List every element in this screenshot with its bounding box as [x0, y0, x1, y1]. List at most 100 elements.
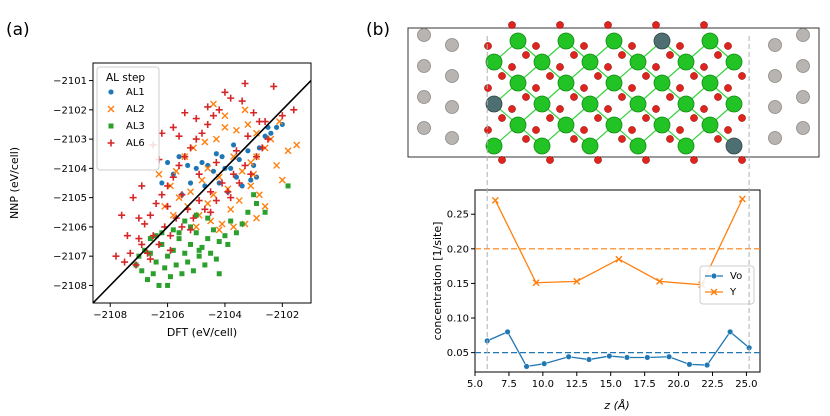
oxygen-atom	[570, 135, 578, 143]
x-tick-label: 15.0	[600, 379, 622, 390]
oxygen-atom	[618, 93, 626, 101]
scatter-point-al6	[169, 173, 177, 181]
scatter-point-al2	[247, 182, 255, 190]
oxygen-atom	[618, 51, 626, 59]
zirconium-atom	[629, 137, 647, 155]
oxygen-atom	[666, 51, 674, 59]
y-tick-label: −2107	[53, 252, 87, 263]
scatter-point-al3	[193, 230, 199, 236]
scatter-point-al3	[202, 262, 208, 268]
scatter-point-al6	[175, 132, 183, 140]
scatter-point-al1	[227, 165, 234, 172]
slab-atom	[768, 69, 782, 83]
scatter-point-al1	[236, 156, 243, 163]
zirconium-atom	[677, 53, 695, 71]
oxygen-atom	[628, 84, 636, 92]
scatter-point-al1	[213, 150, 220, 157]
slab-atom	[445, 69, 459, 83]
scatter-point-al6	[123, 232, 131, 240]
scatter-point-al6	[155, 240, 163, 248]
y-tick-label: −2102	[53, 105, 87, 116]
scatter-point-al6	[132, 261, 140, 269]
scatter-point-al1	[233, 174, 240, 181]
oxygen-atom	[700, 63, 708, 71]
scatter-point-al2	[212, 135, 220, 143]
oxygen-atom	[522, 135, 530, 143]
scatter-point-al6	[241, 79, 249, 87]
oxygen-atom	[628, 126, 636, 134]
scatter-point-al6	[195, 197, 203, 205]
data-point-vo	[623, 354, 631, 361]
slab-atom	[796, 59, 810, 73]
scatter-point-al6	[129, 194, 137, 202]
scatter-point-al1	[158, 179, 165, 187]
zirconium-atom	[581, 137, 599, 155]
scatter-point-al6	[270, 82, 278, 90]
scatter-point-al1	[247, 177, 254, 184]
scatter-point-al6	[244, 132, 252, 140]
scatter-point-al3	[251, 192, 257, 198]
oxygen-atom	[724, 84, 732, 92]
scatter-point-al6	[258, 144, 266, 152]
conc-x-label: z (Å)	[603, 399, 629, 412]
scatter-point-al2	[209, 191, 217, 199]
oxygen-atom	[484, 42, 492, 50]
scatter-point-al2	[215, 226, 223, 234]
scatter-point-al6	[181, 153, 189, 161]
scatter-point-al6	[278, 112, 286, 120]
oxygen-atom	[676, 42, 684, 50]
x-tick-label: 7.5	[501, 379, 517, 390]
scatter-point-al3	[150, 271, 156, 277]
scatter-chart: −2108 −2106 −2104 −2102 −2108−2107−2106−210…	[8, 62, 312, 339]
scatter-point-al3	[199, 244, 205, 250]
zirconium-atom	[485, 137, 503, 155]
oxygen-atom	[594, 156, 602, 164]
y-tick-label: 0.05	[447, 348, 469, 359]
oxygen-atom	[604, 21, 612, 29]
data-point-vo	[666, 353, 673, 360]
oxygen-atom	[666, 93, 674, 101]
legend-items: AL1 AL2 AL3 AL6	[107, 87, 145, 149]
y-tick-label: −2101	[53, 76, 87, 87]
legend-label: Y	[729, 287, 737, 298]
data-point-vo	[585, 356, 593, 363]
data-point-vo	[606, 353, 613, 360]
scatter-point-al3	[262, 209, 268, 215]
oxygen-atom	[580, 126, 588, 134]
scatter-point-al1	[273, 124, 280, 131]
zirconium-atom	[605, 74, 623, 92]
legend-marker-al1	[107, 88, 115, 96]
scatter-point-al6	[230, 170, 238, 178]
data-point-vo	[686, 361, 693, 368]
x-tick-label: 5.0	[467, 379, 483, 390]
yttrium-atom	[725, 137, 743, 155]
scatter-point-al6	[178, 223, 186, 231]
scatter-point-al6	[238, 97, 246, 105]
scatter-point-al6	[192, 135, 200, 143]
scatter-point-al2	[198, 176, 206, 184]
scatter-point-al2	[235, 197, 243, 205]
scatter-point-al2	[275, 118, 283, 126]
zirconium-atom	[629, 95, 647, 113]
oxygen-atom	[618, 135, 626, 143]
scatter-point-al6	[141, 220, 149, 228]
scatter-point-al6	[227, 194, 235, 202]
oxygen-atom	[484, 126, 492, 134]
data-point-y	[491, 196, 499, 204]
oxygen-atom	[594, 114, 602, 122]
scatter-point-al2	[261, 202, 269, 210]
scatter-point-al3	[182, 250, 188, 256]
panel-label-b: (b)	[366, 20, 390, 40]
y-tick-label: −2108	[53, 281, 87, 292]
scatter-point-al6	[201, 205, 209, 213]
slab-atom	[768, 131, 782, 145]
oxygen-atom	[666, 135, 674, 143]
scatter-point-al1	[176, 153, 183, 160]
parity-line	[92, 80, 312, 304]
slab-atom	[445, 100, 459, 114]
scatter-point-al2	[221, 112, 229, 120]
legend-label: AL3	[126, 121, 145, 132]
scatter-point-al6	[138, 240, 146, 248]
zirconium-atom	[557, 74, 575, 92]
scatter-point-al1	[198, 159, 206, 166]
